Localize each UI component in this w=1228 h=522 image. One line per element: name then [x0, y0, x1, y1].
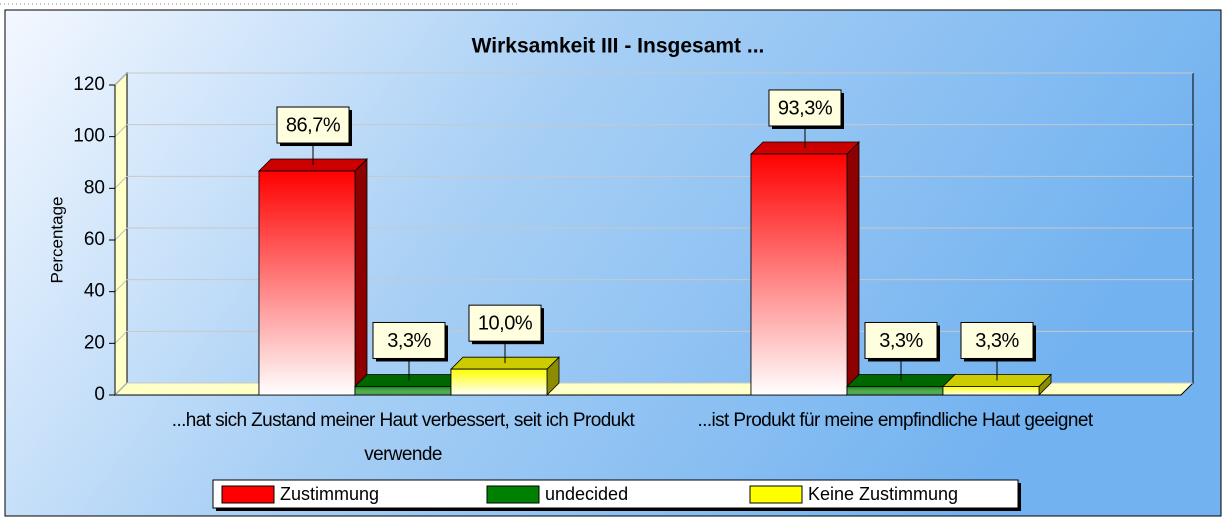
y-tick-label: 100 [73, 126, 105, 147]
bar [942, 386, 1040, 396]
grid-line [114, 227, 128, 241]
grid-line [114, 279, 128, 293]
legend-label: Zustimmung [280, 484, 379, 504]
legend-label: Keine Zustimmung [808, 484, 958, 504]
value-label: 3,3% [879, 330, 923, 352]
grid-line [114, 72, 128, 86]
grid-line [114, 330, 128, 344]
grid-line [114, 175, 128, 189]
x-tick-label: ...hat sich Zustand meiner Haut verbesse… [171, 410, 635, 465]
value-label: 93,3% [778, 97, 833, 119]
bar-side [354, 158, 368, 396]
y-tick-label: 60 [84, 229, 105, 250]
bar [354, 386, 452, 396]
legend-swatch [749, 485, 803, 504]
bar [450, 368, 548, 396]
value-label: 3,3% [387, 330, 431, 352]
label-box [960, 321, 1034, 359]
legend-swatch [221, 485, 275, 504]
value-label: 10,0% [478, 312, 533, 334]
legend-label: undecided [545, 484, 628, 504]
label-box [768, 89, 842, 127]
grid-line [114, 382, 128, 396]
bar-side [846, 141, 860, 396]
background [4, 9, 1222, 517]
y-tick-label: 120 [73, 74, 105, 95]
bar [846, 386, 944, 396]
legend [212, 479, 1019, 509]
y-tick-label: 0 [94, 384, 105, 405]
y-tick-label: 20 [84, 332, 105, 353]
value-label: 86,7% [286, 114, 341, 136]
y-axis-label: Percentage [47, 197, 66, 284]
value-label: 3,3% [975, 330, 1019, 352]
label-box [372, 321, 446, 359]
grid-line [114, 124, 128, 138]
label-box [468, 304, 542, 342]
label-box [276, 106, 350, 144]
chart-title: Wirksamkeit III - Insgesamt ... [472, 35, 765, 58]
y-tick-label: 80 [84, 177, 105, 198]
label-box [864, 321, 938, 359]
y-tick-label: 40 [84, 281, 105, 302]
bar [258, 170, 356, 396]
bar [750, 153, 848, 396]
legend-swatch [486, 485, 540, 504]
x-tick-label: ...ist Produkt für meine empfindliche Ha… [697, 410, 1093, 431]
